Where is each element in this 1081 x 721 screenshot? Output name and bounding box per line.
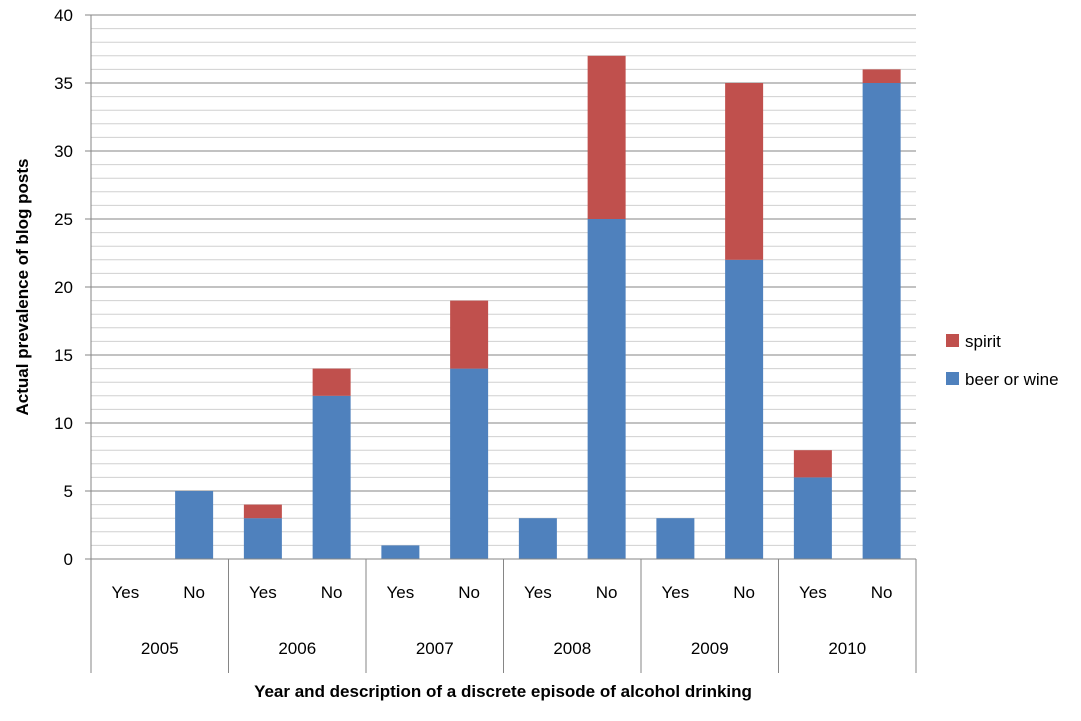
legend-swatch <box>946 372 959 385</box>
x-category-label: No <box>458 583 480 602</box>
x-category-label: Yes <box>249 583 277 602</box>
y-tick-label: 30 <box>54 142 73 161</box>
x-year-label: 2005 <box>141 639 179 658</box>
x-category-label: Yes <box>524 583 552 602</box>
bar-beer-or-wine <box>312 395 351 559</box>
bar-beer-or-wine <box>656 518 695 559</box>
legend: spirit beer or wine <box>946 332 1059 389</box>
bar-beer-or-wine <box>587 219 626 559</box>
bar-spirit <box>312 368 351 396</box>
x-category-label: Yes <box>799 583 827 602</box>
bar-beer-or-wine <box>450 368 489 559</box>
bar-spirit <box>587 55 626 219</box>
bar-beer-or-wine <box>243 518 282 559</box>
x-axis-title: Year and description of a discrete episo… <box>254 682 752 701</box>
x-category-label: No <box>733 583 755 602</box>
bar-spirit <box>793 450 832 478</box>
y-tick-label: 35 <box>54 74 73 93</box>
y-tick-label: 20 <box>54 278 73 297</box>
bar-beer-or-wine <box>793 477 832 559</box>
y-tick-label: 25 <box>54 210 73 229</box>
bar-beer-or-wine <box>862 83 901 559</box>
y-tick-label: 5 <box>64 482 73 501</box>
y-tick-label: 10 <box>54 414 73 433</box>
y-tick-labels: 0 5 10 15 20 25 30 35 40 <box>54 6 73 569</box>
axes <box>90 15 917 673</box>
x-category-labels: Yes No 2005 Yes No 2006 Yes No 2007 Yes No 2008 Yes N… <box>112 583 893 658</box>
x-category-label: No <box>321 583 343 602</box>
x-year-label: 2006 <box>278 639 316 658</box>
x-year-label: 2008 <box>553 639 591 658</box>
legend-swatch <box>946 334 959 347</box>
bar-spirit <box>725 83 764 260</box>
x-category-label: No <box>183 583 205 602</box>
x-category-label: No <box>871 583 893 602</box>
x-year-label: 2007 <box>416 639 454 658</box>
x-year-label: 2010 <box>828 639 866 658</box>
bar-beer-or-wine <box>725 259 764 559</box>
bar-spirit <box>450 300 489 369</box>
x-year-label: 2009 <box>691 639 729 658</box>
bar-beer-or-wine <box>381 545 420 559</box>
x-category-label: Yes <box>662 583 690 602</box>
x-category-label: Yes <box>112 583 140 602</box>
bar-beer-or-wine <box>175 491 214 559</box>
legend-label: beer or wine <box>965 370 1059 389</box>
minor-gridlines <box>91 28 916 546</box>
x-category-label: Yes <box>387 583 415 602</box>
bar-beer-or-wine <box>518 518 557 559</box>
legend-label: spirit <box>965 332 1001 351</box>
bar-spirit <box>862 69 901 83</box>
x-category-label: No <box>596 583 618 602</box>
y-axis-title: Actual prevalence of blog posts <box>13 159 32 416</box>
bars <box>175 55 901 559</box>
y-tick-label: 0 <box>64 550 73 569</box>
major-gridlines <box>85 14 916 560</box>
y-tick-label: 15 <box>54 346 73 365</box>
y-tick-label: 40 <box>54 6 73 25</box>
bar-spirit <box>243 504 282 519</box>
